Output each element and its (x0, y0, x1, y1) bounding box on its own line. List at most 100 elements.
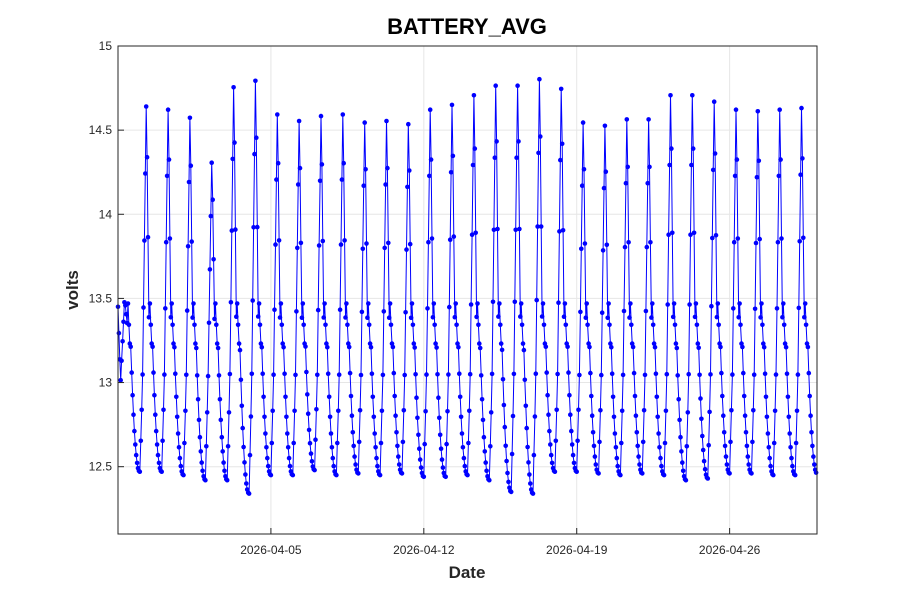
data-point (299, 315, 305, 321)
data-point (404, 247, 409, 252)
data-point (312, 467, 317, 473)
data-point (647, 164, 652, 170)
data-point (598, 408, 603, 413)
data-point (636, 454, 641, 459)
data-point (602, 123, 608, 129)
data-point (356, 471, 361, 476)
x-tick-label: 2026-04-26 (699, 543, 761, 557)
data-point (307, 440, 313, 446)
data-point (653, 371, 659, 377)
data-point (519, 322, 525, 328)
data-point (406, 121, 411, 127)
data-point (491, 227, 497, 233)
data-point (495, 226, 500, 232)
data-point (487, 477, 492, 483)
data-point (162, 372, 167, 377)
data-point (285, 445, 291, 450)
data-point (592, 454, 598, 459)
data-point (369, 371, 375, 377)
data-point (578, 309, 583, 315)
data-point (570, 452, 576, 458)
data-point (670, 314, 676, 320)
data-point (716, 322, 721, 328)
data-point (621, 308, 627, 314)
data-point (336, 372, 342, 378)
data-point (773, 372, 779, 377)
data-point (781, 301, 786, 306)
data-point (249, 371, 255, 377)
data-point (763, 394, 769, 400)
data-point (574, 469, 579, 475)
data-point (706, 442, 711, 448)
data-point (685, 410, 691, 415)
data-point (472, 146, 478, 151)
data-point (675, 373, 680, 378)
data-point (367, 341, 373, 346)
data-point (541, 322, 547, 328)
data-point (233, 227, 238, 232)
data-point (634, 430, 640, 435)
data-point (605, 315, 610, 321)
data-point (613, 445, 619, 450)
data-point (205, 373, 211, 379)
data-point (169, 301, 174, 306)
data-point (344, 301, 349, 306)
data-point (259, 344, 265, 350)
data-point (756, 158, 762, 164)
data-point (219, 434, 225, 440)
data-point (757, 236, 762, 242)
data-point (615, 463, 620, 469)
data-point (191, 301, 196, 306)
data-point (128, 344, 133, 350)
data-point (408, 315, 414, 321)
x-tick-label: 2026-04-19 (546, 543, 608, 557)
data-point (155, 452, 161, 458)
data-point (427, 107, 433, 112)
data-point (654, 394, 660, 400)
data-point (290, 472, 296, 478)
data-point (576, 407, 581, 413)
data-point (510, 413, 516, 419)
data-point (778, 157, 783, 162)
data-point (626, 240, 631, 245)
data-point (334, 472, 339, 478)
data-point (599, 310, 605, 316)
data-point (759, 301, 764, 306)
data-point (328, 431, 334, 436)
data-point (340, 112, 346, 117)
data-point (236, 341, 242, 346)
data-point (622, 244, 628, 250)
data-point (306, 427, 312, 433)
data-point (415, 415, 420, 421)
data-point (743, 430, 749, 435)
data-point (133, 442, 138, 447)
data-point (533, 371, 539, 377)
data-point (742, 413, 748, 419)
data-point (295, 182, 301, 187)
data-point (540, 301, 546, 306)
data-point (546, 412, 551, 418)
data-point (569, 428, 574, 434)
data-point (719, 370, 724, 376)
data-point (199, 460, 204, 465)
data-point (545, 392, 550, 398)
data-point (275, 112, 280, 117)
data-point (206, 320, 212, 326)
data-point (677, 417, 682, 423)
data-point (548, 452, 554, 458)
data-point (263, 431, 268, 436)
data-point (482, 449, 488, 454)
data-point (527, 472, 532, 477)
data-point (663, 408, 669, 414)
data-point (467, 371, 473, 377)
y-tick-label: 13 (99, 376, 113, 390)
data-point (689, 162, 694, 168)
data-point (383, 182, 388, 187)
data-point (428, 157, 434, 162)
x-axis-label: Date (449, 563, 486, 582)
data-point (366, 322, 372, 328)
data-point (700, 447, 706, 453)
data-point (806, 370, 812, 376)
data-point (148, 322, 154, 328)
data-point (746, 462, 751, 467)
